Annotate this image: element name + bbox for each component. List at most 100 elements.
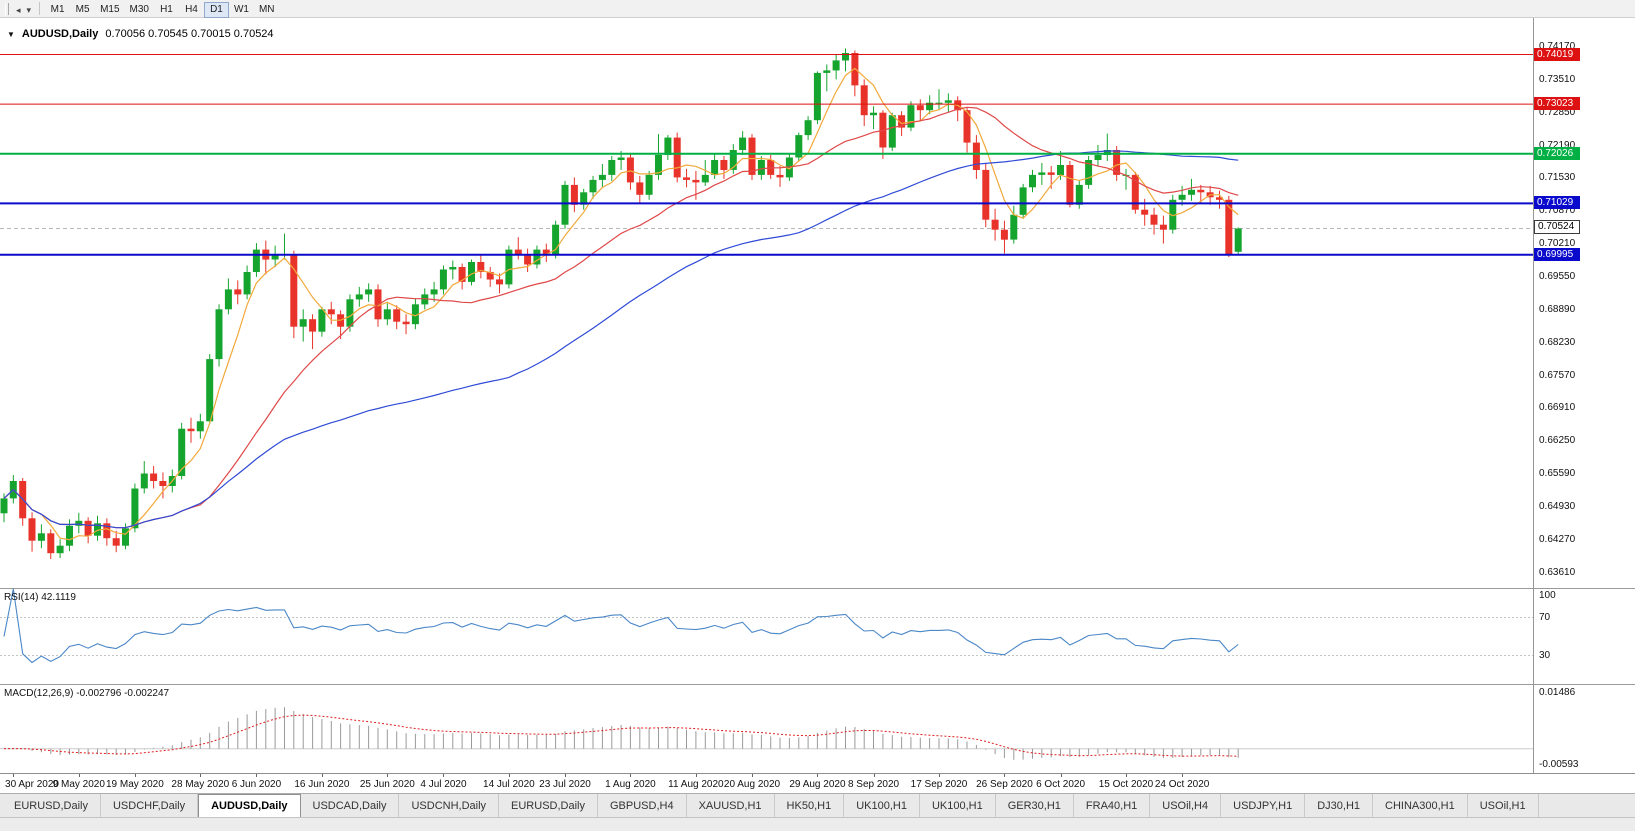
macd-panel: MACD(12,26,9) -0.002796 -0.002247 0.0148… xyxy=(0,685,1635,773)
date-tick xyxy=(565,774,566,777)
date-tick xyxy=(134,774,136,777)
timeframe-button-h1[interactable]: H1 xyxy=(154,2,179,18)
chart-tab-eurusd-daily[interactable]: EURUSD,Daily xyxy=(499,794,598,817)
price-axis-label: 0.70210 xyxy=(1539,238,1576,250)
price-axis-label: 0.63610 xyxy=(1539,566,1576,578)
price-axis-label: 0.66250 xyxy=(1539,435,1576,447)
date-axis-label: 23 Jul 2020 xyxy=(539,779,591,790)
chart-tabs-bar: EURUSD,Daily USDCHF,Daily AUDUSD,Daily USDC… xyxy=(0,793,1635,817)
date-axis-label: 4 Jul 2020 xyxy=(420,779,467,790)
price-axis-label: 0.66910 xyxy=(1539,402,1576,414)
chart-tab-china300-h1[interactable]: CHINA300,H1 xyxy=(1373,794,1468,817)
date-tick xyxy=(630,774,632,777)
macd-signal-line xyxy=(3,714,1239,757)
date-tick xyxy=(321,774,323,777)
date-axis-label: 9 May 2020 xyxy=(52,779,105,790)
chart-tab-gbpusd-h4[interactable]: GBPUSD,H4 xyxy=(598,794,687,817)
date-axis-label: 15 Oct 2020 xyxy=(1098,779,1154,790)
timeframe-button-m30[interactable]: M30 xyxy=(125,2,154,18)
date-tick xyxy=(387,774,389,777)
timeframe-buttons: M1 M5 M15 M30 H1 H4 D1 W1 MN xyxy=(45,0,279,18)
macd-axis-label: -0.00593 xyxy=(1539,759,1579,770)
main-chart-plot[interactable] xyxy=(0,18,1533,588)
chart-tab-uk100-h1[interactable]: UK100,H1 xyxy=(920,794,996,817)
macd-axis-label: 0.01486 xyxy=(1539,687,1576,698)
date-axis-label: 26 Sep 2020 xyxy=(976,779,1033,790)
price-axis-label: 0.69550 xyxy=(1539,270,1576,282)
chart-tab-ger30-h1[interactable]: GER30,H1 xyxy=(996,794,1074,817)
timeframe-button-m15[interactable]: M15 xyxy=(95,2,124,18)
current-price-tag: 0.70524 xyxy=(1534,220,1580,235)
timeframe-toolbar: ◂ ▾ M1 M5 M15 M30 H1 H4 D1 W1 MN xyxy=(0,0,1635,18)
date-axis-label: 6 Oct 2020 xyxy=(1036,779,1085,790)
timeframe-button-m1[interactable]: M1 xyxy=(45,2,70,18)
price-axis-label: 0.64930 xyxy=(1539,500,1576,512)
timeframe-button-d1[interactable]: D1 xyxy=(203,1,229,18)
date-tick xyxy=(256,774,258,777)
date-tick xyxy=(873,774,875,777)
macd-plot[interactable] xyxy=(0,685,1533,773)
timeframe-button-h4[interactable]: H4 xyxy=(179,2,204,18)
price-axis-label: 0.74170 xyxy=(1539,41,1576,52)
timeframe-button-m5[interactable]: M5 xyxy=(70,2,95,18)
chart-tab-xauusd-h1[interactable]: XAUUSD,H1 xyxy=(687,794,775,817)
chart-tab-usdchf-daily[interactable]: USDCHF,Daily xyxy=(101,794,199,817)
chart-tab-usdcad-daily[interactable]: USDCAD,Daily xyxy=(301,794,400,817)
rsi-axis[interactable]: 100 70 30 xyxy=(1533,589,1635,684)
timeframe-button-mn[interactable]: MN xyxy=(254,2,280,18)
macd-histogram xyxy=(12,707,1239,760)
ma-5-line xyxy=(3,67,1239,541)
panel-divider[interactable] xyxy=(0,588,1635,589)
date-axis-label: 8 Sep 2020 xyxy=(847,779,900,790)
date-axis-label: 11 Aug 2020 xyxy=(668,779,724,790)
date-axis-label: 20 Aug 2020 xyxy=(723,779,781,790)
date-axis-label: 1 Aug 2020 xyxy=(605,779,656,790)
rsi-axis-label: 70 xyxy=(1539,611,1551,623)
date-tick xyxy=(695,774,697,777)
date-axis-label: 19 May 2020 xyxy=(105,779,164,790)
chart-tab-usdcnh-daily[interactable]: USDCNH,Daily xyxy=(399,794,500,817)
price-axis-label: 0.64270 xyxy=(1539,533,1576,545)
scroll-mode-icon[interactable]: ◂ xyxy=(16,4,21,15)
date-tick xyxy=(508,774,510,777)
chart-tab-hk50-h1[interactable]: HK50,H1 xyxy=(775,794,845,817)
level-price-tag: 0.71029 xyxy=(1534,196,1580,210)
price-axis-label: 0.65590 xyxy=(1539,468,1576,480)
window-bottom-strip xyxy=(0,817,1635,831)
date-axis-label: 28 May 2020 xyxy=(171,779,230,790)
rsi-panel: RSI(14) 42.1119 100 70 30 xyxy=(0,589,1635,684)
chart-tab-usdjpy-h1[interactable]: USDJPY,H1 xyxy=(1221,794,1306,817)
toolbar-grip[interactable] xyxy=(5,2,9,15)
ma-55-line xyxy=(3,150,1239,529)
price-axis[interactable]: 0.74170 0.73510 0.72850 0.72190 0.71530 0.708… xyxy=(1533,18,1635,588)
rsi-plot[interactable] xyxy=(0,589,1533,684)
date-tick xyxy=(1126,774,1127,777)
date-tick xyxy=(752,774,753,777)
toolbar-separator xyxy=(39,2,41,15)
date-tick xyxy=(78,774,80,777)
date-tick xyxy=(1004,774,1006,777)
date-tick xyxy=(1060,774,1062,777)
chart-tab-fra40-h1[interactable]: FRA40,H1 xyxy=(1074,794,1151,817)
chart-tab-uk100-h1[interactable]: UK100,H1 xyxy=(844,794,920,817)
price-axis-label: 0.70870 xyxy=(1539,205,1576,217)
date-axis-label: 6 Jun 2020 xyxy=(231,779,282,790)
date-axis-label: 17 Sep 2020 xyxy=(910,779,968,790)
price-axis-label: 0.68890 xyxy=(1539,303,1576,315)
timeframe-button-w1[interactable]: W1 xyxy=(229,2,254,18)
toolbar-icons: ◂ ▾ xyxy=(13,0,34,18)
chart-tab-eurusd-daily[interactable]: EURUSD,Daily xyxy=(2,794,101,817)
chart-tab-dj30-h1[interactable]: DJ30,H1 xyxy=(1305,794,1374,817)
panel-divider[interactable] xyxy=(0,684,1635,685)
date-tick xyxy=(817,774,819,777)
chart-tab-usoil-h4[interactable]: USOil,H4 xyxy=(1150,794,1222,817)
date-axis[interactable]: 30 Apr 2020 9 May 2020 19 May 2020 28 May 2… xyxy=(0,773,1635,793)
macd-axis[interactable]: 0.01486 -0.00593 xyxy=(1533,685,1635,773)
chart-tab-audusd-daily[interactable]: AUDUSD,Daily xyxy=(198,794,301,817)
candles-layer xyxy=(0,48,1242,560)
charts-dropdown-icon[interactable]: ▾ xyxy=(26,4,32,15)
date-tick xyxy=(1182,774,1184,777)
chart-tab-usoil-h1[interactable]: USOil,H1 xyxy=(1468,794,1539,817)
date-tick xyxy=(13,774,15,777)
